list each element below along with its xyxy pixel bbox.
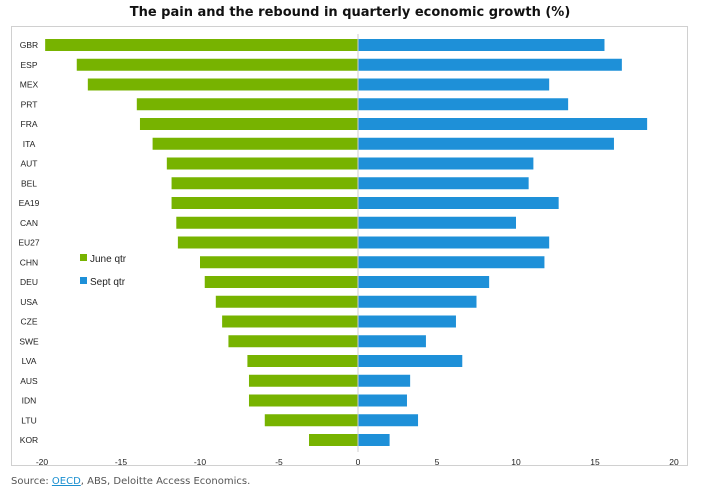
category-label-prt: PRT xyxy=(21,99,38,109)
category-labels: GBR ESP MEX PRT FRA ITA AUT BEL EA19 CAN EU27 CHN DE… xyxy=(18,40,40,445)
bar-june-qtr-lva xyxy=(247,355,358,367)
bar-sept-qtr-lva xyxy=(358,355,463,367)
category-label-idn: IDN xyxy=(22,396,37,406)
bar-june-qtr-usa xyxy=(215,295,358,308)
bar-sept-qtr-chn xyxy=(358,256,545,269)
legend: June qtr Sept qtr xyxy=(80,254,127,288)
bar-sept-qtr-aus xyxy=(358,374,411,387)
bar-june-qtr-ltu xyxy=(264,414,358,427)
category-label-chn: CHN xyxy=(20,257,38,267)
bar-sept-qtr-usa xyxy=(358,295,477,308)
category-label-aus: AUS xyxy=(20,376,38,386)
category-label-bel: BEL xyxy=(21,178,37,188)
x-tick-labels: -20 -15 -10 -5 0 5 10 15 20 xyxy=(36,457,679,467)
bar-june-qtr-eu27 xyxy=(177,236,358,249)
x-tick-label: -20 xyxy=(36,457,49,467)
bar-june-qtr-bel xyxy=(171,177,358,190)
x-tick-label: 15 xyxy=(590,457,600,467)
bar-june-qtr-idn xyxy=(248,394,358,407)
category-label-swe: SWE xyxy=(19,336,39,346)
chart-frame xyxy=(11,26,688,466)
bar-june-qtr-mex xyxy=(87,78,358,91)
bar-sept-qtr-ita xyxy=(358,137,614,150)
bar-june-qtr-kor xyxy=(309,434,358,446)
x-tick-label: -5 xyxy=(275,457,283,467)
legend-swatch-june-qtr xyxy=(80,254,87,261)
bar-june-qtr-prt xyxy=(136,98,358,111)
bar-june-qtr-aus xyxy=(248,374,358,387)
source-note: Source: OECD, ABS, Deloitte Access Econo… xyxy=(11,476,250,487)
series-june-qtr xyxy=(45,39,358,446)
x-tick-label: 0 xyxy=(356,457,361,467)
x-tick-label: 20 xyxy=(669,457,679,467)
bar-sept-qtr-bel xyxy=(358,177,529,190)
bar-sept-qtr-ea19 xyxy=(358,197,559,209)
category-label-mex: MEX xyxy=(20,80,39,90)
category-label-cze: CZE xyxy=(21,317,38,327)
bar-sept-qtr-aut xyxy=(358,157,534,170)
category-label-kor: KOR xyxy=(20,435,38,445)
bar-sept-qtr-prt xyxy=(358,98,569,111)
category-label-can: CAN xyxy=(20,218,38,228)
category-label-lva: LVA xyxy=(22,356,37,366)
category-label-eu27: EU27 xyxy=(18,238,40,248)
bar-sept-qtr-can xyxy=(358,216,516,229)
bar-june-qtr-esp xyxy=(76,58,358,71)
bar-june-qtr-chn xyxy=(200,256,358,269)
source-prefix: Source: xyxy=(11,476,52,487)
category-label-gbr: GBR xyxy=(20,40,38,50)
bar-june-qtr-swe xyxy=(228,335,358,348)
source-suffix: , ABS, Deloitte Access Economics. xyxy=(80,476,251,487)
bar-june-qtr-ita xyxy=(152,137,358,150)
legend-label-june-qtr: June qtr xyxy=(90,254,127,265)
x-tick-label: -10 xyxy=(194,457,207,467)
series-sept-qtr xyxy=(358,39,648,446)
bar-sept-qtr-esp xyxy=(358,58,622,71)
category-label-fra: FRA xyxy=(21,119,38,129)
bar-june-qtr-fra xyxy=(139,118,358,130)
category-label-usa: USA xyxy=(20,297,38,307)
bar-june-qtr-cze xyxy=(222,315,358,328)
legend-label-sept-qtr: Sept qtr xyxy=(90,277,126,288)
x-tick-label: -15 xyxy=(115,457,128,467)
x-tick-label: 5 xyxy=(435,457,440,467)
category-label-deu: DEU xyxy=(20,277,38,287)
bar-june-qtr-can xyxy=(176,216,358,229)
bar-sept-qtr-kor xyxy=(358,434,390,446)
category-label-esp: ESP xyxy=(20,60,37,70)
bar-sept-qtr-deu xyxy=(358,276,490,288)
bar-sept-qtr-cze xyxy=(358,315,456,328)
bar-june-qtr-gbr xyxy=(45,39,358,51)
bar-sept-qtr-gbr xyxy=(358,39,605,51)
bar-sept-qtr-idn xyxy=(358,394,407,407)
bar-june-qtr-deu xyxy=(204,276,358,288)
legend-swatch-sept-qtr xyxy=(80,277,87,284)
category-label-ita: ITA xyxy=(23,139,36,149)
source-link-oecd[interactable]: OECD xyxy=(51,476,81,487)
bar-sept-qtr-mex xyxy=(358,78,550,91)
bar-sept-qtr-ltu xyxy=(358,414,419,427)
x-tick-label: 10 xyxy=(511,457,521,467)
category-label-ea19: EA19 xyxy=(19,198,40,208)
bar-sept-qtr-eu27 xyxy=(358,236,550,249)
category-label-ltu: LTU xyxy=(21,415,36,425)
chart-title: The pain and the rebound in quarterly ec… xyxy=(129,5,571,20)
bar-sept-qtr-swe xyxy=(358,335,426,348)
bar-june-qtr-ea19 xyxy=(171,197,358,209)
category-label-aut: AUT xyxy=(21,159,38,169)
bar-sept-qtr-fra xyxy=(358,118,648,130)
bar-june-qtr-aut xyxy=(166,157,358,170)
